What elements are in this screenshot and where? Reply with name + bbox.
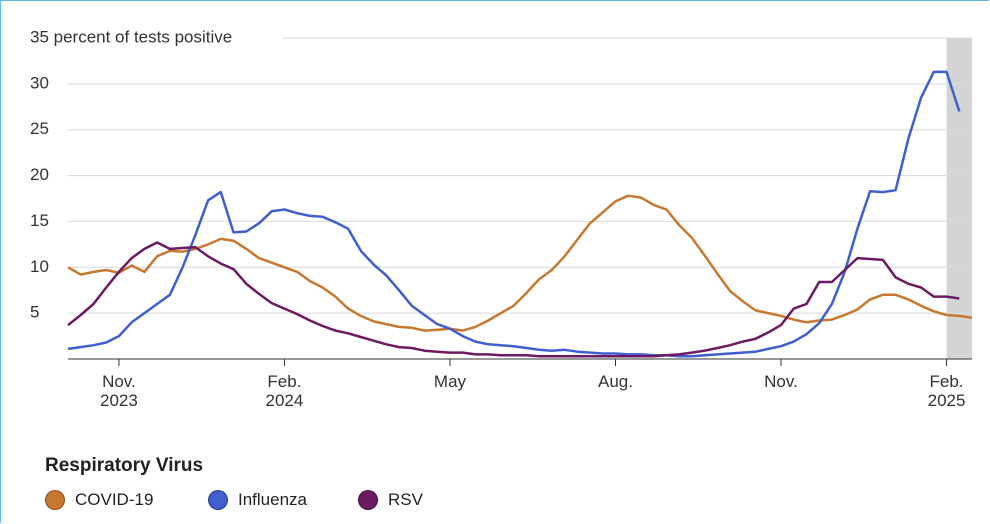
legend-item: RSV — [358, 490, 423, 510]
x-tick-label: Feb. 2024 — [265, 372, 304, 410]
y-tick-label: 5 — [30, 303, 39, 322]
legend-item: Influenza — [208, 490, 307, 510]
legend-label: RSV — [388, 490, 423, 509]
legend-label: Influenza — [238, 490, 307, 509]
y-tick-label: 15 — [30, 211, 49, 230]
y-tick-label: 10 — [30, 257, 49, 276]
y-tick-label: 20 — [30, 165, 49, 184]
legend-label: COVID-19 — [75, 490, 154, 509]
x-tick-label: Nov. 2023 — [100, 372, 138, 410]
series-line — [67, 70, 961, 358]
x-tick-label: Feb. 2025 — [927, 372, 966, 410]
y-tick-label: 35 percent of tests positive — [30, 27, 232, 46]
series-line — [67, 241, 960, 358]
legend-title: Respiratory Virus — [45, 455, 204, 476]
x-tick-label: Aug. — [597, 372, 633, 391]
x-tick-label: May — [433, 372, 467, 391]
y-tick-label: 30 — [30, 73, 49, 92]
y-tick-label: 25 — [30, 119, 49, 138]
legend-swatch — [358, 490, 378, 510]
legend-swatch — [45, 490, 65, 510]
incomplete-region — [946, 38, 972, 359]
legend-swatch — [208, 490, 228, 510]
x-tick-label: Nov. — [764, 372, 798, 391]
legend-item: COVID-19 — [45, 490, 153, 510]
